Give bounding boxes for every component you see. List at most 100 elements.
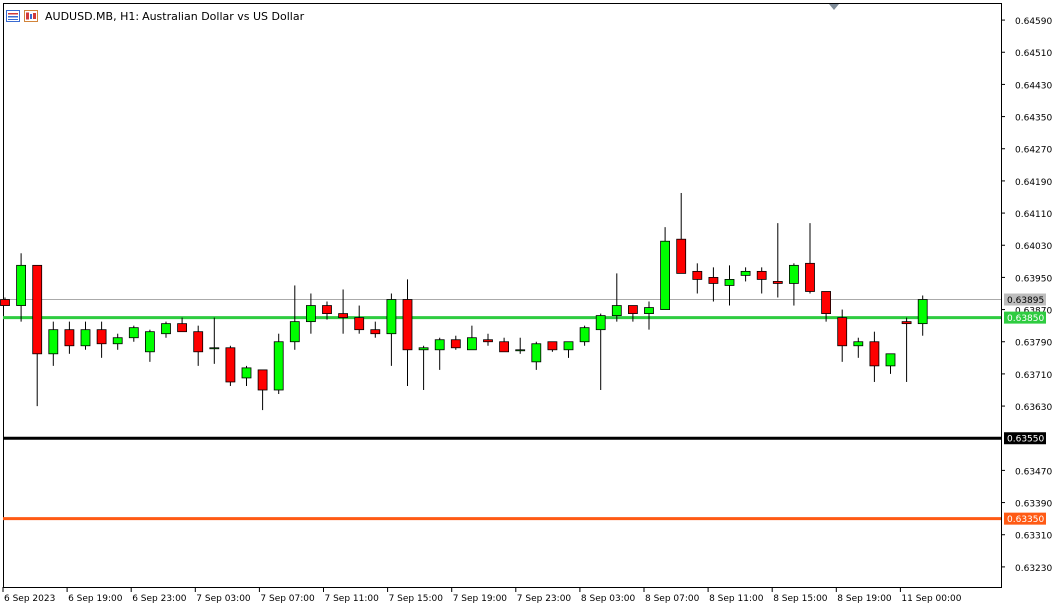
candle[interactable]: [418, 345, 429, 390]
candle[interactable]: [869, 331, 880, 382]
candle-body: [161, 323, 171, 335]
x-tick-label: 8 Sep 03:00: [581, 594, 636, 604]
candle[interactable]: [628, 305, 638, 322]
candle[interactable]: [644, 301, 654, 330]
candle[interactable]: [611, 273, 622, 322]
candle-body: [386, 299, 397, 335]
candle[interactable]: [177, 317, 188, 333]
candle[interactable]: [128, 325, 139, 342]
candle[interactable]: [193, 325, 204, 366]
candle[interactable]: [821, 291, 831, 322]
candle[interactable]: [740, 267, 751, 282]
candle[interactable]: [660, 227, 670, 310]
y-tick-label: 0.64190: [1015, 178, 1052, 188]
candle[interactable]: [322, 301, 332, 320]
candle[interactable]: [209, 317, 220, 364]
candle[interactable]: [563, 341, 574, 358]
candle[interactable]: [161, 321, 171, 338]
candle[interactable]: [257, 369, 268, 411]
chart-list-icon[interactable]: [6, 10, 20, 22]
level-price-tag-bg: [1004, 311, 1046, 324]
candle[interactable]: [289, 285, 300, 350]
candle-body: [531, 343, 542, 363]
candle[interactable]: [386, 293, 397, 366]
candle[interactable]: [885, 353, 896, 374]
candle[interactable]: [692, 263, 703, 294]
candle[interactable]: [80, 321, 91, 350]
candle[interactable]: [32, 264, 43, 407]
candle[interactable]: [595, 313, 606, 390]
candle-body: [112, 337, 123, 345]
candle[interactable]: [853, 337, 864, 358]
candle[interactable]: [789, 263, 799, 306]
candle[interactable]: [837, 309, 848, 362]
candle-body: [772, 281, 783, 284]
y-tick-label: 0.64110: [1015, 210, 1052, 220]
y-tick-label: 0.64430: [1015, 81, 1052, 91]
candle[interactable]: [901, 317, 912, 382]
candle-body: [628, 305, 638, 314]
candle[interactable]: [483, 333, 493, 346]
x-tick-label: 7 Sep 07:00: [260, 594, 315, 604]
candle-body: [821, 291, 831, 314]
candle[interactable]: [338, 289, 349, 334]
candle[interactable]: [547, 341, 558, 352]
symbol-label: AUDUSD.MB, H1:: [45, 9, 140, 23]
candle[interactable]: [354, 305, 365, 334]
bid-price-tag: 0.63895: [1004, 293, 1046, 306]
candle-body: [0, 299, 10, 306]
candle[interactable]: [16, 253, 27, 322]
candle[interactable]: [434, 337, 445, 370]
x-tick-label: 8 Sep 11:00: [709, 594, 764, 604]
candle[interactable]: [805, 223, 815, 294]
candle-body: [579, 327, 590, 343]
candle[interactable]: [724, 265, 735, 306]
candle[interactable]: [144, 329, 155, 362]
candle-body: [740, 270, 751, 276]
candle-body: [837, 317, 848, 347]
candle-body: [789, 264, 799, 284]
candle[interactable]: [48, 321, 59, 366]
chart-window-icon[interactable]: [24, 10, 38, 22]
candle[interactable]: [708, 267, 719, 302]
x-tick-label: 7 Sep 23:00: [517, 594, 572, 604]
candle[interactable]: [305, 293, 316, 334]
x-tick-label: 6 Sep 19:00: [68, 594, 123, 604]
candle[interactable]: [531, 341, 542, 370]
candle[interactable]: [96, 321, 107, 358]
candle[interactable]: [756, 267, 767, 294]
candle-body: [273, 341, 284, 391]
candle-body: [338, 313, 349, 319]
candle-body: [644, 307, 654, 314]
candle[interactable]: [917, 295, 928, 336]
level-price-tag-text: 0.63850: [1007, 314, 1044, 324]
x-tick-label: 7 Sep 15:00: [389, 594, 444, 604]
shift-marker-icon[interactable]: [829, 4, 839, 10]
candle[interactable]: [466, 325, 477, 351]
y-tick-label: 0.63630: [1015, 403, 1052, 413]
candle-body: [805, 262, 815, 292]
y-tick-label: 0.63710: [1015, 371, 1052, 381]
candle[interactable]: [0, 297, 10, 306]
x-tick-label: 8 Sep 07:00: [645, 594, 700, 604]
candle-body: [16, 264, 27, 306]
candle[interactable]: [64, 321, 75, 354]
candle[interactable]: [225, 345, 236, 386]
candle[interactable]: [772, 223, 783, 298]
candle[interactable]: [402, 279, 413, 386]
candle-body: [32, 264, 43, 355]
candle[interactable]: [515, 337, 526, 354]
candle-body: [193, 331, 204, 353]
candle[interactable]: [241, 365, 252, 386]
candle[interactable]: [676, 192, 687, 274]
candle[interactable]: [499, 337, 510, 353]
candle[interactable]: [370, 321, 381, 338]
level-price-tag-text: 0.63350: [1007, 515, 1044, 525]
candle[interactable]: [579, 325, 590, 346]
candle[interactable]: [450, 335, 461, 350]
chart-header: AUDUSD.MB, H1: Australian Dollar vs US D…: [6, 8, 304, 24]
candle[interactable]: [273, 333, 284, 395]
candle[interactable]: [112, 333, 123, 350]
